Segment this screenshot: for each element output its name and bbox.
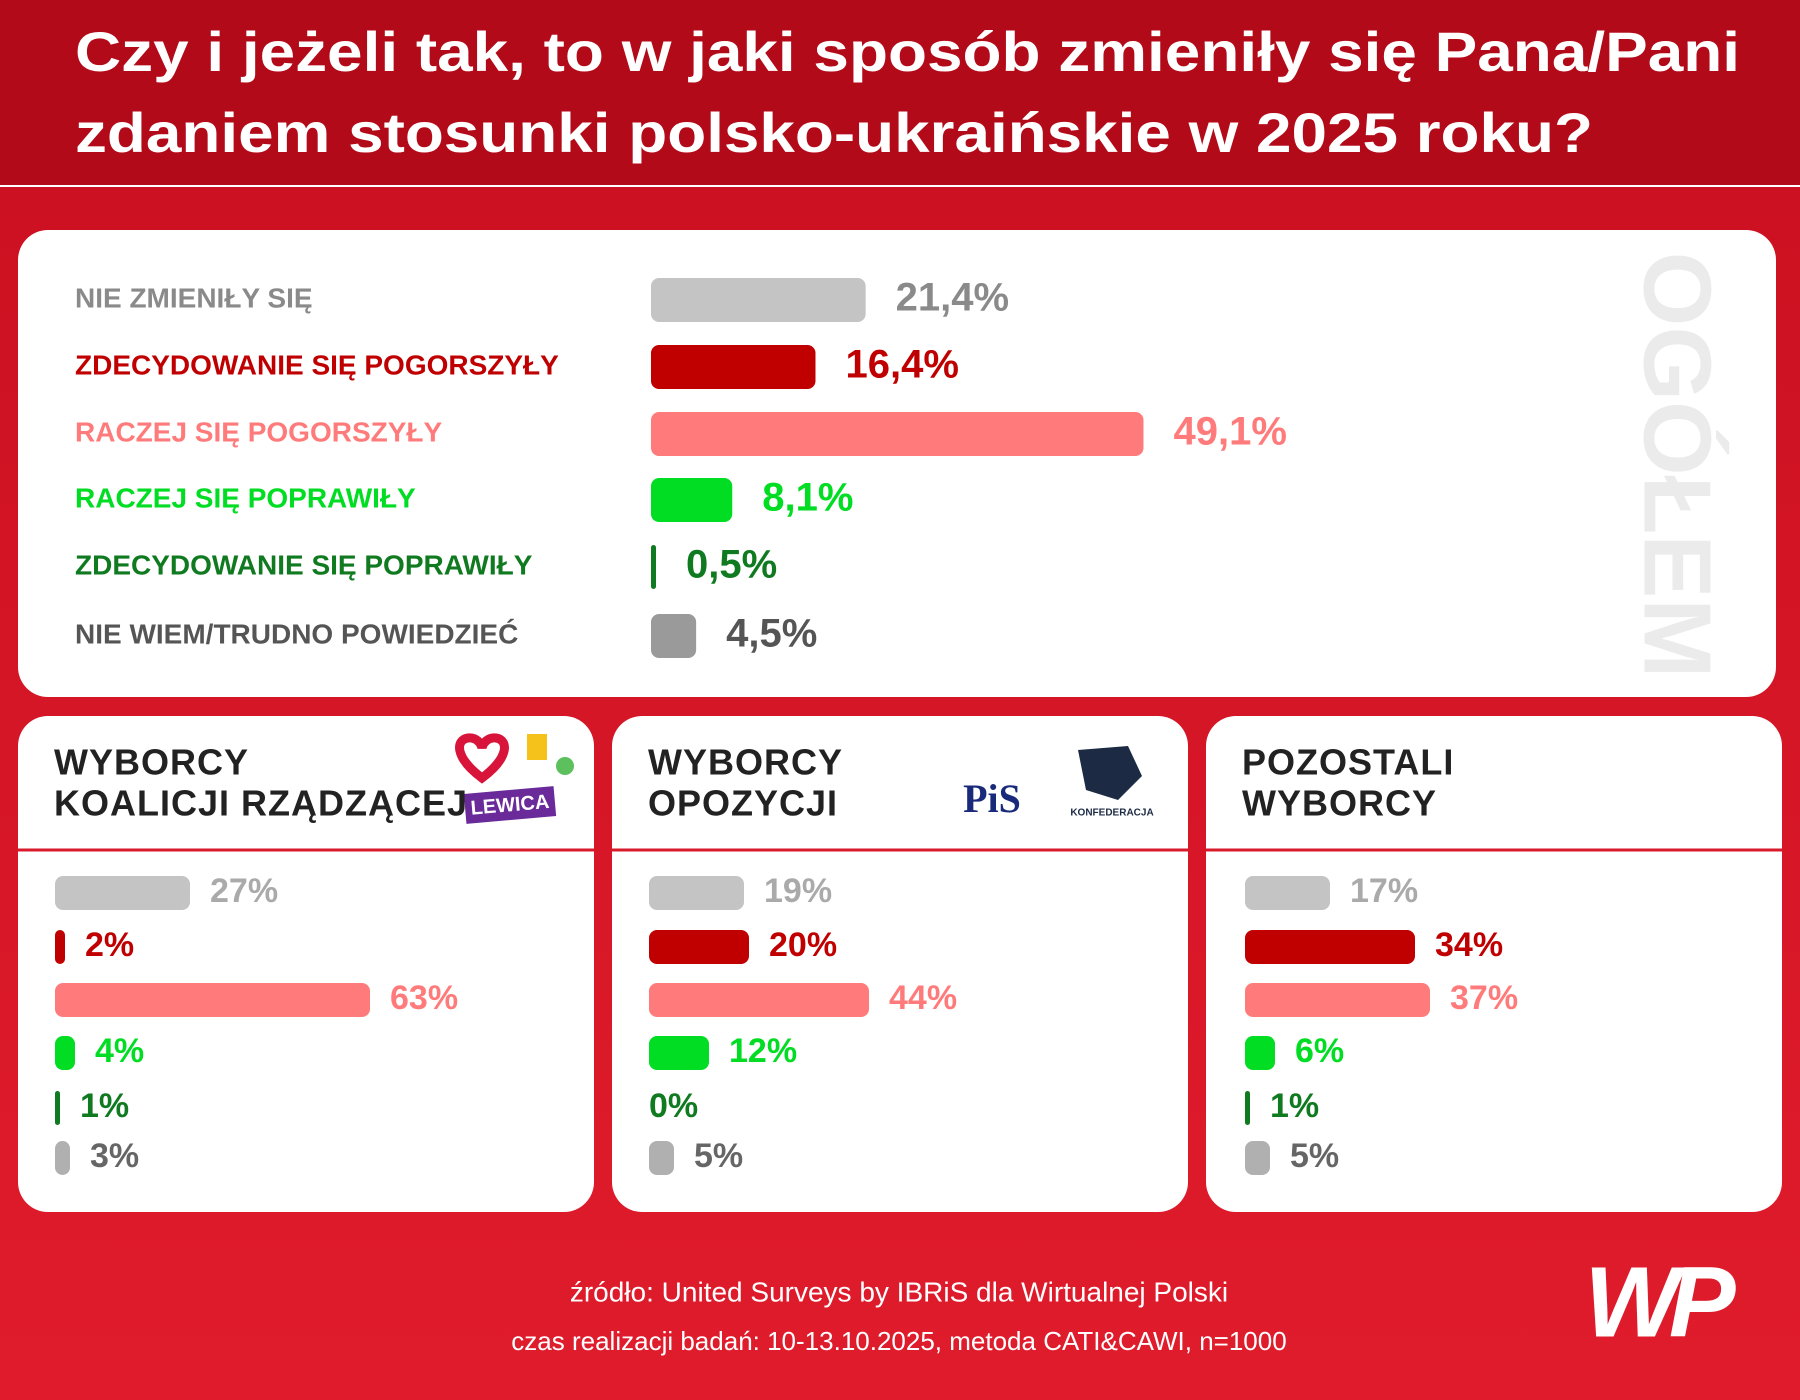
- logo-box: [463, 786, 557, 824]
- panel: [1206, 716, 1782, 1212]
- bar: [1245, 1091, 1250, 1125]
- logo-text: PiS: [963, 776, 1021, 821]
- title-line: Czy i jeżeli tak, to w jaki sposób zmien…: [75, 20, 1740, 83]
- category-label: RACZEJ SIĘ POGORSZYŁY: [75, 416, 442, 447]
- source: źródło: United Surveys by IBRiS dla Wirt…: [570, 1276, 1228, 1307]
- brand-logo: WP: [1584, 1246, 1735, 1358]
- title-line: zdaniem stosunki polsko-ukraińskie w 202…: [75, 101, 1593, 164]
- bar: [651, 278, 866, 322]
- panel: [612, 716, 1188, 1212]
- panel-title: WYBORCY: [54, 742, 249, 783]
- header-bg: [0, 0, 1800, 185]
- value-label: 1%: [1270, 1087, 1319, 1125]
- panel-title: OPOZYCJI: [648, 783, 838, 824]
- bar: [651, 412, 1144, 456]
- value-label: 27%: [210, 872, 278, 910]
- logo-eagle: [1078, 746, 1142, 800]
- panel: [18, 716, 594, 1212]
- value-label: 1%: [80, 1087, 129, 1125]
- bar: [55, 1036, 75, 1070]
- note: czas realizacji badań: 10-13.10.2025, me…: [511, 1326, 1286, 1356]
- bar: [649, 1141, 674, 1175]
- bar: [1245, 1141, 1270, 1175]
- bar: [55, 930, 65, 964]
- value-label: 19%: [764, 872, 832, 910]
- bar: [651, 545, 657, 589]
- value-label: 0,5%: [686, 543, 777, 587]
- value-label: 34%: [1435, 926, 1503, 964]
- value-label: 2%: [85, 926, 134, 964]
- category-label: NIE WIEM/TRUDNO POWIEDZIEĆ: [75, 618, 518, 649]
- category-label: NIE ZMIENIŁY SIĘ: [75, 282, 313, 313]
- bar: [651, 478, 733, 522]
- bar: [55, 1091, 60, 1125]
- value-label: 5%: [694, 1137, 743, 1175]
- value-label: 63%: [390, 979, 458, 1017]
- value-label: 0%: [649, 1087, 698, 1125]
- bar: [649, 1036, 709, 1070]
- value-label: 37%: [1450, 979, 1518, 1017]
- value-label: 4,5%: [726, 612, 817, 656]
- value-label: 21,4%: [896, 276, 1009, 320]
- value-label: 20%: [769, 926, 837, 964]
- value-label: 4%: [95, 1032, 144, 1070]
- logo-text: KONFEDERACJA: [1070, 808, 1153, 819]
- bar: [55, 876, 190, 910]
- panel-title: KOALICJI RZĄDZĄCEJ: [54, 783, 468, 824]
- category-label: RACZEJ SIĘ POPRAWIŁY: [75, 482, 416, 513]
- category-label: ZDECYDOWANIE SIĘ POGORSZYŁY: [75, 349, 559, 380]
- bar: [651, 345, 816, 389]
- panel-title: POZOSTALI: [1242, 742, 1454, 783]
- panel-title: WYBORCY: [1242, 783, 1437, 824]
- value-label: 6%: [1295, 1032, 1344, 1070]
- bar: [1245, 1036, 1275, 1070]
- bar: [1245, 930, 1415, 964]
- value-label: 3%: [90, 1137, 139, 1175]
- bar: [649, 930, 749, 964]
- value-label: 12%: [729, 1032, 797, 1070]
- bar: [649, 983, 869, 1017]
- logo-heart: [455, 733, 509, 784]
- bar: [1245, 983, 1430, 1017]
- value-label: 49,1%: [1173, 410, 1286, 454]
- panel-title: WYBORCY: [648, 742, 843, 783]
- logo-square: [527, 734, 547, 760]
- bar: [649, 876, 744, 910]
- bar: [55, 1141, 70, 1175]
- value-label: 16,4%: [845, 343, 958, 387]
- bar: [55, 983, 370, 1017]
- bar: [1245, 876, 1330, 910]
- value-label: 17%: [1350, 872, 1418, 910]
- value-label: 8,1%: [762, 476, 853, 520]
- panel: [18, 230, 1776, 697]
- logo-clover: [556, 757, 574, 775]
- panel-title: OGÓŁEM: [1624, 252, 1731, 679]
- category-label: ZDECYDOWANIE SIĘ POPRAWIŁY: [75, 549, 533, 580]
- bar: [651, 614, 697, 658]
- value-label: 5%: [1290, 1137, 1339, 1175]
- value-label: 44%: [889, 979, 957, 1017]
